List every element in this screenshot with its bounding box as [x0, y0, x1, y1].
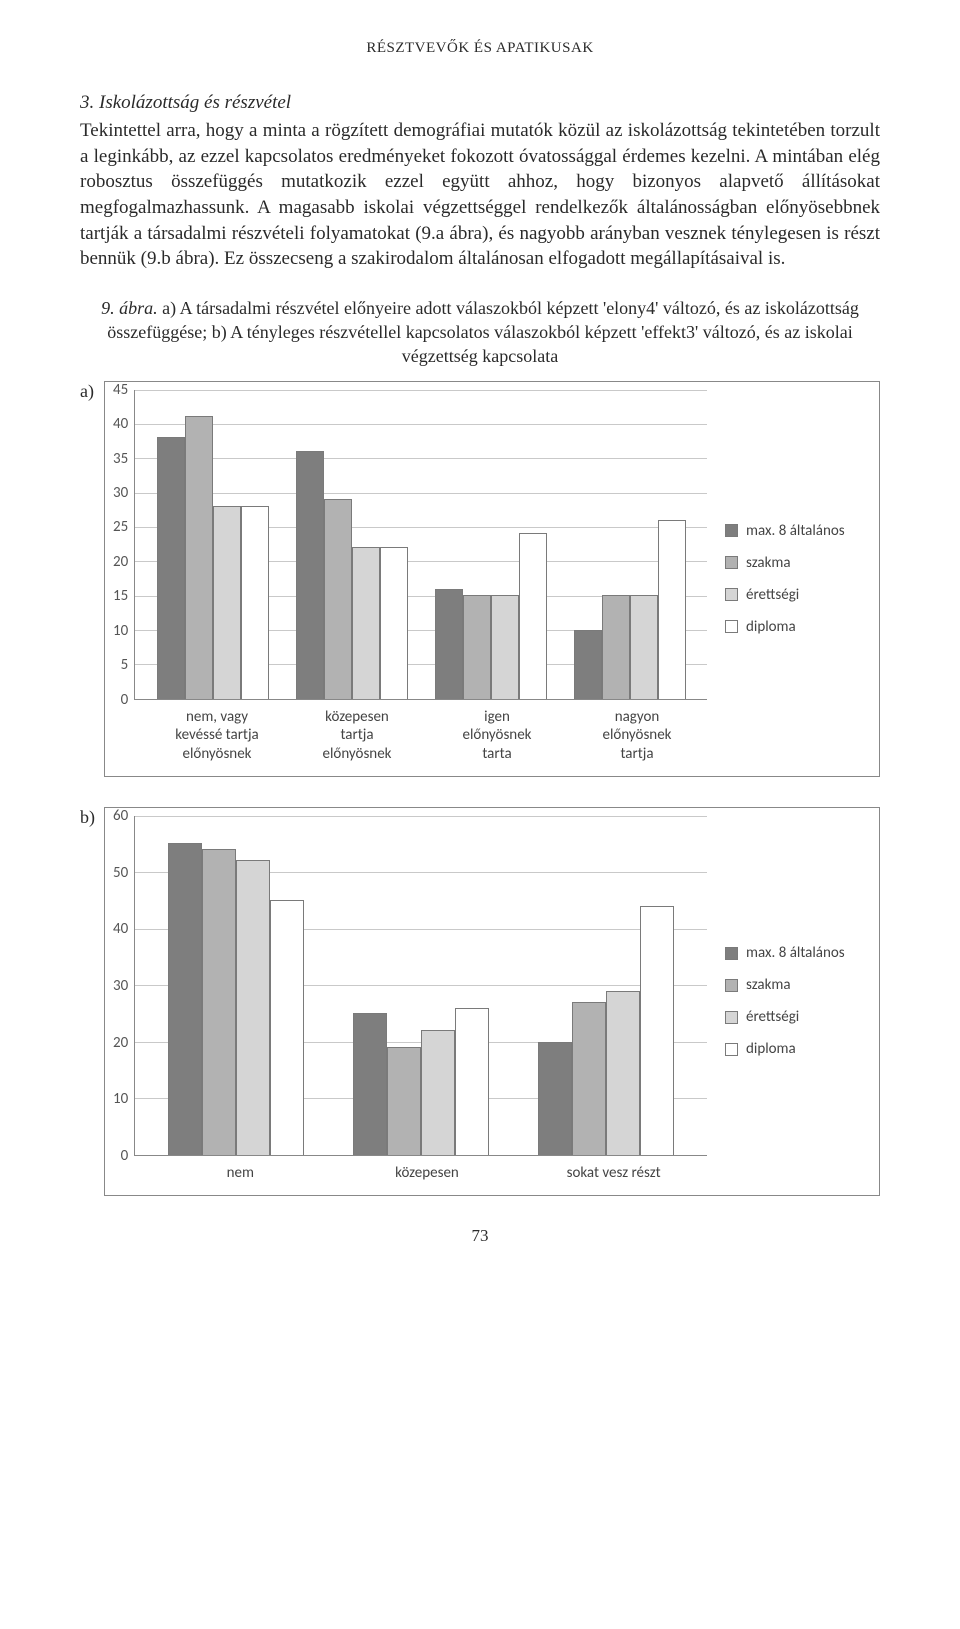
- legend-label: szakma: [746, 976, 791, 994]
- x-label: nem: [147, 1164, 334, 1183]
- bar: [602, 595, 630, 698]
- bar: [380, 547, 408, 699]
- legend-item: érettségi: [725, 586, 867, 604]
- chart-b-xaxis: nemközepesensokat vesz részt: [147, 1156, 707, 1187]
- bar: [185, 416, 213, 698]
- bar: [658, 520, 686, 699]
- legend-label: érettségi: [746, 586, 799, 604]
- chart-a-frame: 454035302520151050 nem, vagy kevéssé tar…: [104, 381, 880, 777]
- chart-b-label: b): [80, 807, 104, 828]
- bar: [463, 595, 491, 698]
- legend-label: diploma: [746, 1040, 796, 1058]
- bar: [168, 843, 202, 1155]
- legend-swatch: [725, 524, 738, 537]
- section-title: 3. Iskolázottság és részvétel: [80, 92, 880, 114]
- bar: [387, 1047, 421, 1155]
- bar: [324, 499, 352, 699]
- figure-caption: 9. ábra. a) A társadalmi részvétel előny…: [80, 296, 880, 369]
- bar-group: [296, 451, 408, 699]
- x-label: igen előnyösnek tarta: [427, 708, 567, 764]
- bar: [606, 991, 640, 1155]
- bar: [519, 533, 547, 698]
- bars-region: [134, 390, 707, 700]
- bar: [270, 900, 304, 1155]
- bar: [491, 595, 519, 698]
- y-axis: 454035302520151050: [113, 390, 134, 700]
- bar: [572, 1002, 606, 1155]
- chart-a-row: a) 454035302520151050 nem, vagy kevéssé …: [80, 381, 880, 777]
- x-label: nem, vagy kevéssé tartja előnyösnek: [147, 708, 287, 764]
- chart-a-label: a): [80, 381, 104, 402]
- page-number: 73: [80, 1226, 880, 1246]
- bar: [296, 451, 324, 699]
- legend-item: szakma: [725, 976, 867, 994]
- bar-group: [574, 520, 686, 699]
- bar-group: [168, 843, 304, 1155]
- page-header: RÉSZTVEVŐK ÉS APATIKUSAK: [80, 40, 880, 57]
- legend-label: szakma: [746, 554, 791, 572]
- x-label: nagyon előnyösnek tartja: [567, 708, 707, 764]
- legend-swatch: [725, 588, 738, 601]
- chart-b-frame: 6050403020100 nemközepesensokat vesz rés…: [104, 807, 880, 1196]
- x-label: közepesen: [334, 1164, 521, 1183]
- bar: [352, 547, 380, 699]
- legend-label: diploma: [746, 618, 796, 636]
- chart-a-legend: max. 8 általános szakma érettségi diploma: [707, 390, 867, 768]
- legend-label: érettségi: [746, 1008, 799, 1026]
- chart-b-plot: 6050403020100: [113, 816, 707, 1156]
- legend-swatch: [725, 620, 738, 633]
- legend-swatch: [725, 556, 738, 569]
- figure-lead: 9. ábra.: [101, 298, 158, 318]
- bar: [640, 906, 674, 1155]
- legend-item: max. 8 általános: [725, 944, 867, 962]
- legend-swatch: [725, 979, 738, 992]
- bar: [574, 630, 602, 699]
- chart-a-xaxis: nem, vagy kevéssé tartja előnyösnekközep…: [147, 700, 707, 768]
- x-label: sokat vesz részt: [520, 1164, 707, 1183]
- legend-swatch: [725, 947, 738, 960]
- bar: [435, 589, 463, 699]
- bar: [353, 1013, 387, 1155]
- bar-group: [157, 416, 269, 698]
- figure-caption-text: a) A társadalmi részvétel előnyeire adot…: [107, 298, 859, 367]
- chart-b-row: b) 6050403020100 nemközepesensokat vesz …: [80, 807, 880, 1196]
- bar: [455, 1008, 489, 1155]
- bar: [538, 1042, 572, 1155]
- bar: [630, 595, 658, 698]
- chart-a-plot: 454035302520151050: [113, 390, 707, 700]
- chart-b-legend: max. 8 általános szakma érettségi diploma: [707, 816, 867, 1187]
- legend-item: szakma: [725, 554, 867, 572]
- legend-label: max. 8 általános: [746, 522, 845, 540]
- y-axis: 6050403020100: [113, 816, 134, 1156]
- bar: [241, 506, 269, 699]
- x-label: közepesen tartja előnyösnek: [287, 708, 427, 764]
- bar: [236, 860, 270, 1155]
- legend-item: max. 8 általános: [725, 522, 867, 540]
- bar-group: [435, 533, 547, 698]
- bar: [157, 437, 185, 699]
- bar-group: [353, 1008, 489, 1155]
- bar: [213, 506, 241, 699]
- body-paragraph: Tekintettel arra, hogy a minta a rögzíte…: [80, 118, 880, 272]
- legend-item: érettségi: [725, 1008, 867, 1026]
- legend-item: diploma: [725, 1040, 867, 1058]
- bar: [202, 849, 236, 1155]
- bars-region: [134, 816, 707, 1156]
- legend-label: max. 8 általános: [746, 944, 845, 962]
- legend-item: diploma: [725, 618, 867, 636]
- bar-group: [538, 906, 674, 1155]
- bar: [421, 1030, 455, 1155]
- legend-swatch: [725, 1011, 738, 1024]
- legend-swatch: [725, 1043, 738, 1056]
